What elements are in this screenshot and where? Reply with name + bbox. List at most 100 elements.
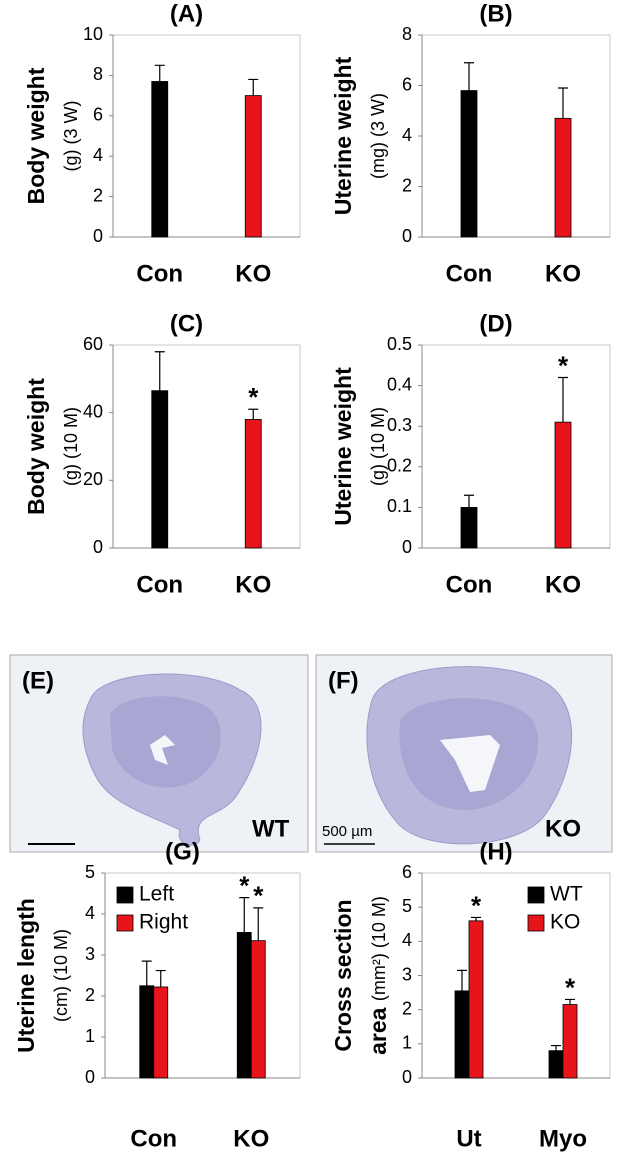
- lumen: [150, 735, 175, 765]
- y-axis-label: Uterine weight: [330, 56, 356, 215]
- error-bar: [464, 494, 474, 508]
- x-tick-label: Con: [446, 260, 493, 287]
- y-tick-label: 6: [402, 862, 412, 882]
- y-axis-unit: (cm) (10 M): [51, 929, 71, 1022]
- chart: (A) 0 2 4 6 8 10 Body weight (g) (3 W) Con KO: [23, 0, 301, 287]
- y-axis-label: Body weight: [23, 67, 49, 204]
- bar: [460, 90, 478, 238]
- legend-swatch: [116, 914, 134, 932]
- y-tick-label: 2: [402, 175, 412, 195]
- y-tick-label: 2: [85, 985, 95, 1005]
- y-axis-label-text: Body weight: [23, 67, 49, 204]
- chart-title: (A): [170, 0, 203, 27]
- x-tick-label: KO: [233, 1125, 269, 1152]
- error-bar: [464, 62, 474, 91]
- y-tick-label: 1: [85, 1026, 95, 1046]
- x-tick-label: Con: [130, 1125, 177, 1152]
- bar: [244, 419, 262, 549]
- bar: [139, 985, 155, 1079]
- chart-title: (C): [170, 310, 203, 337]
- image-caption: KO: [545, 815, 581, 842]
- error-bar: [551, 1044, 561, 1051]
- y-axis-label-text: Body weight: [23, 378, 49, 515]
- y-tick-label: 4: [93, 145, 103, 165]
- chart-title: (H): [479, 838, 512, 865]
- bar: [460, 506, 478, 549]
- significance: *: [565, 972, 576, 1002]
- y-tick-label: 5: [85, 862, 95, 882]
- y-tick-label: 0.1: [387, 496, 412, 516]
- significance: *: [558, 350, 569, 380]
- y-tick-label: 4: [402, 930, 412, 950]
- plot-frame: [112, 344, 301, 549]
- bar: [244, 95, 262, 238]
- x-tick-label: Con: [446, 571, 493, 598]
- error-bar: [141, 960, 152, 986]
- bar: [554, 421, 572, 549]
- y-tick-label: 0.2: [387, 456, 412, 476]
- significance: *: [248, 382, 259, 412]
- y-axis-label-text: Uterine weight: [330, 56, 356, 215]
- y-tick-label: 4: [402, 125, 412, 145]
- y-axis-unit: (mm²) (10 M): [369, 896, 389, 1001]
- chart-title: (D): [479, 310, 512, 337]
- error-bar: [457, 969, 467, 991]
- y-axis-label-text: area: [365, 1007, 391, 1055]
- lumen: [440, 735, 500, 792]
- bar: [548, 1050, 564, 1079]
- y-tick-label: 2: [93, 185, 103, 205]
- legend-swatch: [116, 886, 134, 904]
- x-tick-label: KO: [545, 571, 581, 598]
- y-tick-label: 0: [85, 1067, 95, 1087]
- y-tick-label: 10: [83, 24, 103, 44]
- legend-label: Left: [139, 883, 174, 906]
- y-axis-label: Uterine weight: [330, 367, 356, 526]
- y-tick-label: 0: [402, 537, 412, 557]
- chart: (G) 0 1 2 3 4 5 Uterine length (cm) (10 M) Con KO *…: [13, 838, 301, 1152]
- error-bar: [155, 969, 166, 987]
- legend-label: WT: [550, 883, 583, 906]
- chart-title: (B): [479, 0, 512, 27]
- y-tick-label: 40: [83, 401, 103, 421]
- x-tick-label: Con: [136, 571, 183, 598]
- y-tick-label: 0: [93, 226, 103, 246]
- y-axis-label: Uterine length: [13, 898, 39, 1053]
- x-tick-label: KO: [545, 260, 581, 287]
- bar: [454, 990, 470, 1079]
- y-tick-label: 3: [85, 944, 95, 964]
- bar: [153, 986, 169, 1079]
- chart: (C) 0 20 40 60 Body weight (g) (10 M) Con KO *: [23, 310, 301, 598]
- y-tick-label: 2: [402, 998, 412, 1018]
- error-bar: [154, 351, 165, 391]
- chart: (H) 0 1 2 3 4 5 6 Cross section area (mm²) (10 M)…: [330, 838, 611, 1152]
- error-bar: [248, 408, 259, 420]
- error-bar: [471, 916, 481, 921]
- bar: [554, 117, 572, 238]
- x-tick-label: Con: [136, 260, 183, 287]
- legend-label: KO: [550, 911, 580, 934]
- bar: [250, 940, 266, 1079]
- y-axis-label-text: Uterine length: [13, 898, 39, 1053]
- bar: [151, 81, 169, 238]
- legend-swatch: [527, 886, 545, 904]
- y-axis-unit: (mg) (3 W): [368, 93, 388, 179]
- y-axis-label: area (mm²) (10 M): [365, 896, 391, 1055]
- bar: [562, 1004, 578, 1079]
- panel-f: (F) 500 µm KO: [315, 654, 613, 853]
- significance: *: [253, 881, 264, 911]
- chart: (B) 0 2 4 6 8 Uterine weight (mg) (3 W) Con KO: [330, 0, 611, 287]
- plot-frame: [421, 344, 611, 549]
- y-tick-label: 3: [402, 964, 412, 984]
- y-axis-label: Cross section: [330, 899, 356, 1051]
- y-tick-label: 0.3: [387, 415, 412, 435]
- error-bar: [558, 376, 568, 423]
- legend-swatch: [527, 914, 545, 932]
- y-axis-unit: (g) (10 M): [368, 407, 388, 486]
- y-tick-label: 0: [93, 537, 103, 557]
- image-label: (E): [22, 667, 54, 694]
- y-tick-label: 0.5: [387, 334, 412, 354]
- y-tick-label: 8: [93, 64, 103, 84]
- y-tick-label: 6: [93, 105, 103, 125]
- bar: [468, 920, 484, 1079]
- y-tick-label: 0.4: [387, 374, 412, 394]
